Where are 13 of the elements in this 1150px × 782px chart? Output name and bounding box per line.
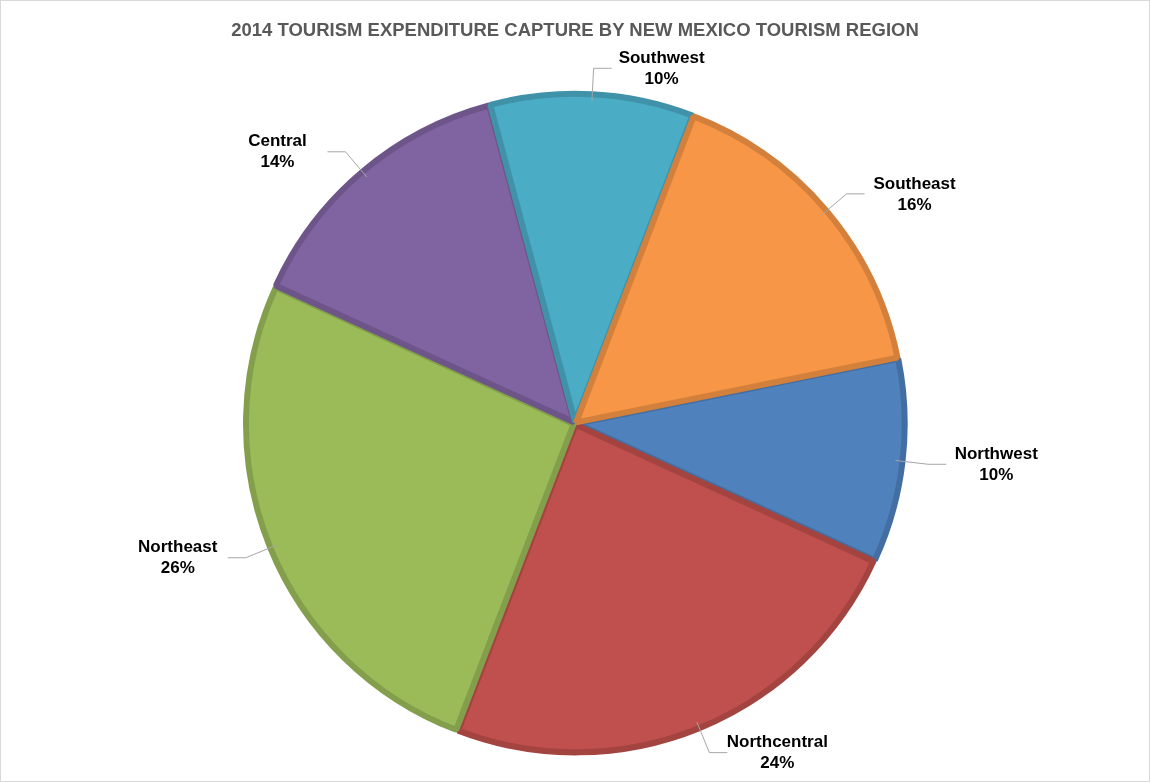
- slice-label: Southeast: [873, 173, 957, 193]
- slice-label: Northeast: [138, 537, 218, 557]
- chart-title: 2014 TOURISM EXPENDITURE CAPTURE BY NEW MEXICO TOURISM REGION: [231, 18, 919, 40]
- data-label: 10%: [979, 464, 1014, 484]
- data-label: 14%: [260, 152, 295, 172]
- slice-label: Northwest: [954, 443, 1039, 463]
- slice-label: Southwest: [618, 47, 705, 67]
- data-label: 16%: [897, 194, 932, 214]
- data-label: 26%: [160, 558, 195, 578]
- data-label: 24%: [760, 753, 795, 773]
- slice-label: Northcentral: [726, 732, 828, 752]
- data-label: 10%: [644, 68, 679, 88]
- slice-label: Central: [248, 131, 307, 151]
